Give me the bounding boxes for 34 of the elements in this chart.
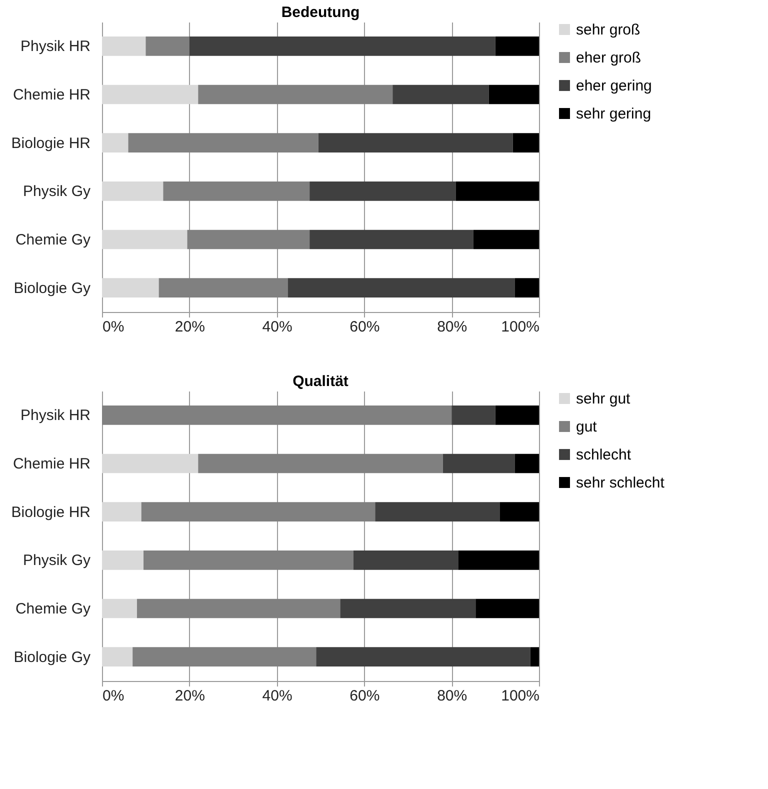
x-tick-label: 0% (102, 318, 124, 336)
y-tick-label: Physik Gy (22, 552, 91, 570)
y-tick-label: Chemie HR (12, 456, 91, 472)
x-tick-label: 20% (174, 688, 205, 704)
legend-label: sehr groß (576, 22, 640, 38)
x-tick-label: 80% (437, 688, 468, 704)
y-tick-label: Physik Gy (22, 183, 91, 200)
x-tick-label: 0% (102, 688, 124, 704)
x-tick-label: 100% (501, 318, 540, 336)
x-tick-label: 100% (501, 688, 540, 704)
legend-label: eher gering (576, 78, 652, 94)
y-tick-label: Biologie HR (11, 134, 91, 152)
legend-label: sehr gering (576, 106, 652, 122)
chart-title: Qualität (292, 373, 348, 390)
y-tick-label: Biologie Gy (14, 648, 91, 666)
x-tick-label: 80% (437, 318, 468, 336)
x-tick-label: 40% (262, 688, 292, 704)
legend-label: schlecht (576, 446, 632, 464)
y-tick-label: Biologie HR (11, 504, 91, 521)
legend-label: sehr gut (576, 390, 632, 408)
y-tick-label: Chemie HR (12, 86, 91, 104)
legend-label: sehr schlecht (576, 474, 666, 492)
x-tick-label: 60% (350, 318, 380, 336)
y-tick-label: Chemie Gy (15, 600, 91, 618)
y-tick-label: Physik HR (20, 38, 91, 56)
y-tick-label: Physik HR (20, 407, 91, 424)
y-tick-label: Chemie Gy (15, 232, 91, 248)
x-tick-label: 60% (350, 688, 380, 704)
legend-label: eher groß (576, 50, 642, 66)
x-tick-label: 40% (262, 318, 292, 336)
x-tick-label: 20% (174, 318, 205, 336)
chart-title: Bedeutung (281, 4, 360, 21)
y-tick-label: Biologie Gy (14, 280, 91, 297)
legend-label: gut (576, 418, 598, 436)
